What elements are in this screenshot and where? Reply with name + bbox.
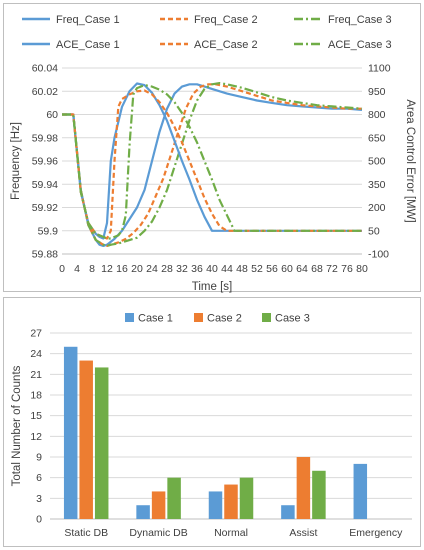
- line-chart-y-tick: 59.88: [32, 249, 58, 261]
- line-chart-x-tick: 28: [161, 263, 173, 275]
- bar-chart-y-tick: 18: [30, 390, 42, 402]
- line-chart-x-tick: 24: [146, 263, 158, 275]
- bar-chart-category-label: Normal: [214, 527, 248, 539]
- line-chart-x-tick: 36: [191, 263, 203, 275]
- line-chart-x-tick: 40: [206, 263, 218, 275]
- bar-chart-y-tick: 3: [36, 493, 42, 505]
- bar-case-3-1: [167, 477, 181, 519]
- line-chart-y-tick: 59.98: [32, 132, 58, 144]
- line-chart-x-tick: 68: [311, 263, 323, 275]
- bar-case-3-3: [312, 470, 326, 519]
- line-chart-y-tick: 59.92: [32, 202, 58, 214]
- bar-legend-swatch: [125, 313, 134, 322]
- line-chart-y2-tick: 650: [368, 132, 386, 144]
- line-chart-x-tick: 20: [131, 263, 143, 275]
- bar-legend-swatch: [194, 313, 203, 322]
- line-chart-y2-tick: 800: [368, 109, 386, 121]
- bar-legend-label: Case 3: [275, 313, 310, 325]
- line-chart-x-tick: 0: [59, 263, 65, 275]
- bar-chart-category-label: Dynamic DB: [129, 527, 187, 539]
- line-legend-label: Freq_Case 1: [56, 14, 120, 26]
- line-chart-x-label: Time [s]: [192, 281, 232, 293]
- bar-case-1-1: [136, 505, 150, 519]
- line-chart: 59.88 59.9 59.92 59.94 59.96 59.98 60 60.02 60.0…: [10, 14, 416, 293]
- bar-chart-category-label: Assist: [289, 527, 317, 539]
- line-series-ace-case-1: [62, 82, 362, 240]
- bar-case-3-2: [239, 477, 254, 519]
- line-chart-x-tick: 8: [89, 263, 95, 275]
- bar-case-2-3: [296, 457, 311, 519]
- bar-chart-y-label: Total Number of Counts: [11, 365, 23, 486]
- line-chart-x-tick: 32: [176, 263, 188, 275]
- line-chart-x-tick: 72: [326, 263, 338, 275]
- line-legend-label: ACE_Case 1: [56, 39, 120, 51]
- bar-chart-y-tick: 9: [36, 452, 42, 464]
- bar-chart-y-tick: 6: [36, 472, 42, 484]
- line-chart-x-tick: 16: [116, 263, 128, 275]
- line-chart-x-tick: 76: [341, 263, 353, 275]
- bar-chart-category-label: Static DB: [64, 527, 108, 539]
- bar-case-2-0: [79, 360, 93, 519]
- bar-legend-label: Case 2: [207, 313, 242, 325]
- bar-case-2-1: [151, 491, 166, 519]
- bar-chart-y-tick: 27: [30, 328, 42, 340]
- line-chart-x-tick: 80: [356, 263, 368, 275]
- bar-chart: 0 3 6 9 12 15 18 21 24 27 Static DB Dynamic DB Norma…: [11, 313, 412, 539]
- line-legend-label: ACE_Case 2: [194, 39, 258, 51]
- bar-chart-panel: [3, 297, 421, 547]
- bar-case-2-2: [224, 484, 238, 519]
- line-chart-panel: [3, 3, 421, 292]
- line-chart-y-tick: 60.02: [32, 86, 58, 98]
- line-chart-y2-tick: 500: [368, 156, 386, 168]
- line-chart-x-tick: 52: [251, 263, 263, 275]
- line-chart-x-tick: 56: [266, 263, 278, 275]
- line-chart-x-tick: 48: [236, 263, 248, 275]
- line-chart-x-tick: 60: [281, 263, 293, 275]
- line-legend-label: Freq_Case 3: [328, 14, 392, 26]
- line-chart-y2-label: Area Control Error [MW]: [404, 99, 416, 222]
- bar-legend-swatch: [262, 313, 271, 322]
- line-chart-y-tick: 60.04: [32, 63, 58, 75]
- line-chart-x-tick: 64: [296, 263, 308, 275]
- line-chart-y-label: Frequency [Hz]: [10, 122, 22, 200]
- line-series-freq-case-1: [62, 83, 363, 247]
- bar-case-1-4: [353, 463, 368, 519]
- line-chart-y2-tick: 200: [368, 202, 386, 214]
- line-chart-y-tick: 59.9: [38, 225, 59, 237]
- bar-case-1-3: [281, 505, 295, 519]
- bar-case-1-0: [63, 346, 78, 519]
- line-series-freq-case-3: [62, 82, 363, 247]
- bar-chart-y-tick: 0: [36, 514, 42, 526]
- bar-legend-label: Case 1: [138, 313, 173, 325]
- bar-case-1-2: [208, 491, 223, 519]
- line-chart-x-tick: 44: [221, 263, 233, 275]
- line-chart-x-tick: 4: [74, 263, 80, 275]
- line-chart-y2-tick: 1100: [368, 63, 391, 75]
- line-chart-y-tick: 59.94: [32, 179, 58, 191]
- bar-chart-y-tick: 15: [30, 410, 42, 422]
- bar-chart-y-tick: 21: [30, 369, 42, 381]
- line-legend-label: Freq_Case 2: [194, 14, 258, 26]
- line-series-ace-case-3: [62, 84, 362, 240]
- line-chart-y2-tick: 350: [368, 179, 386, 191]
- bar-case-3-0: [94, 367, 109, 519]
- line-chart-y-tick: 59.96: [32, 156, 58, 168]
- line-legend-label: ACE_Case 3: [328, 39, 392, 51]
- line-chart-y2-tick: 50: [368, 225, 380, 237]
- line-chart-x-tick: 12: [101, 263, 113, 275]
- line-chart-y2-tick: 950: [368, 86, 386, 98]
- line-chart-y2-tick: -100: [368, 249, 389, 261]
- bar-chart-y-tick: 12: [30, 431, 42, 443]
- bar-chart-category-label: Emergency: [349, 527, 403, 539]
- line-chart-y-tick: 60: [46, 109, 58, 121]
- bar-chart-y-tick: 24: [30, 348, 42, 360]
